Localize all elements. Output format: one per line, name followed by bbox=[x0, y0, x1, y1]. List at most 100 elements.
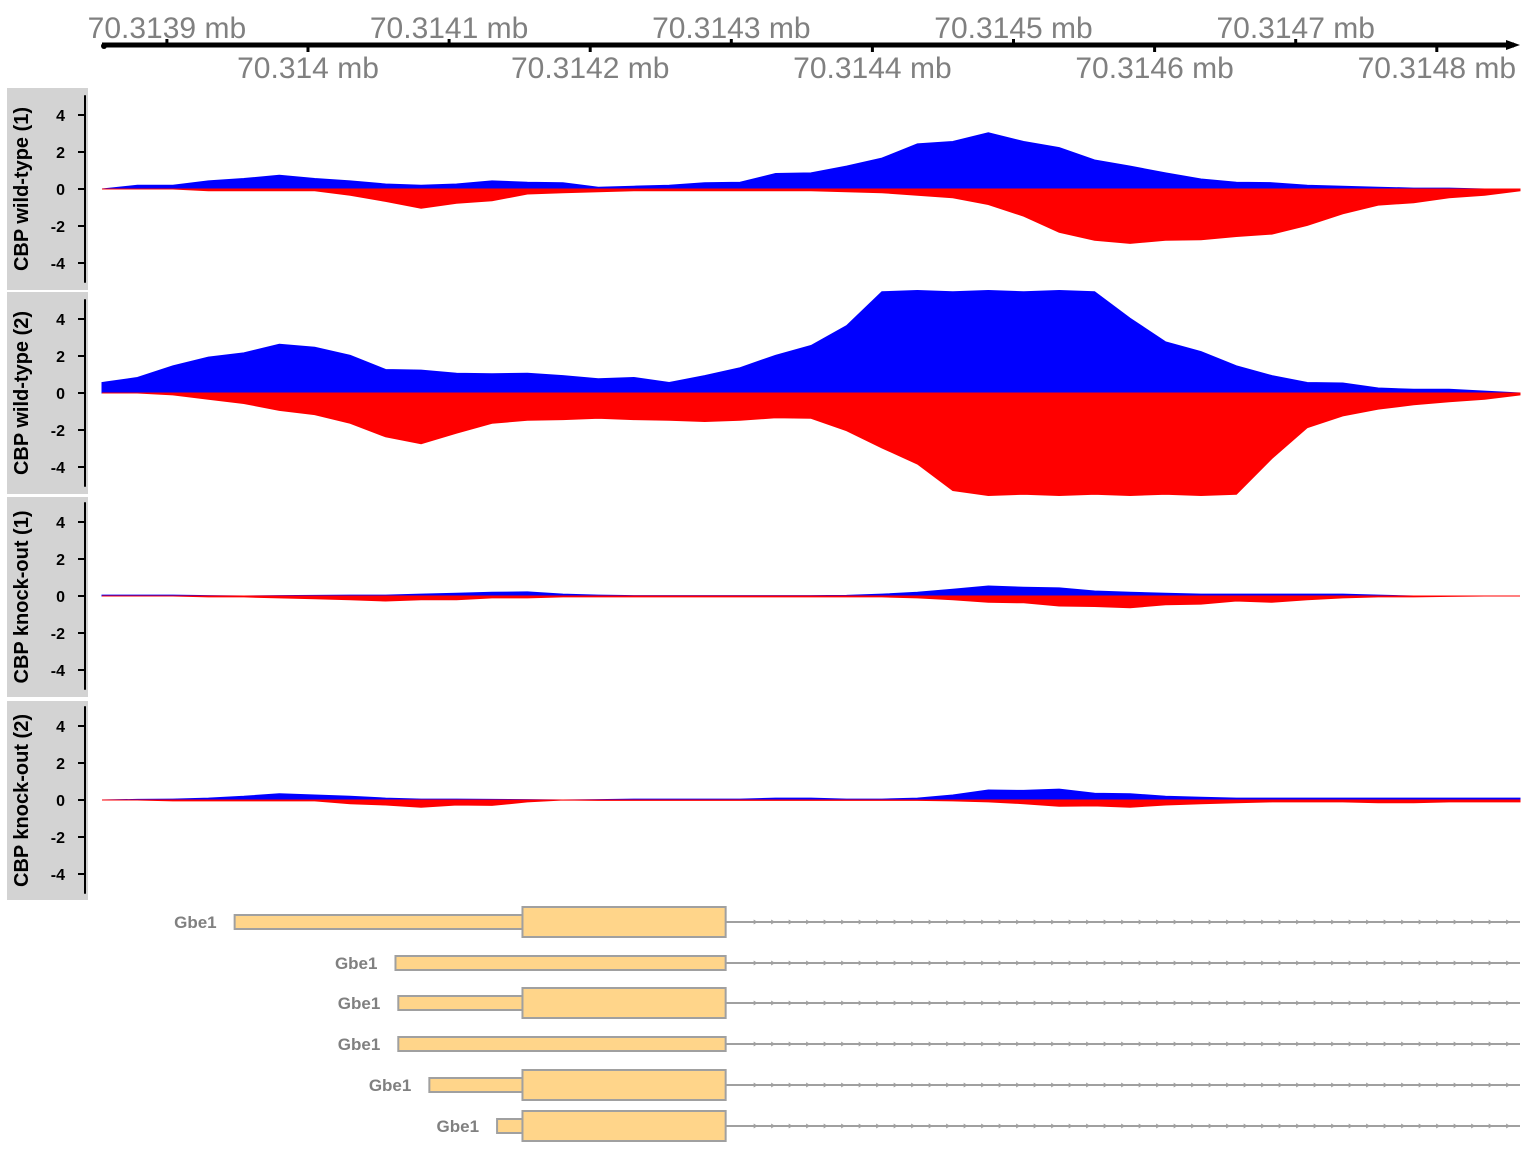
strand-arrow-icon bbox=[1051, 960, 1056, 966]
strand-arrow-icon bbox=[858, 1123, 863, 1129]
strand-arrow-icon bbox=[1191, 1000, 1196, 1006]
strand-arrow-icon bbox=[1226, 1123, 1231, 1129]
strand-arrow-icon bbox=[946, 1082, 951, 1088]
strand-arrow-icon bbox=[1016, 1082, 1021, 1088]
strand-arrow-icon bbox=[1156, 960, 1161, 966]
strand-arrow-icon bbox=[1471, 960, 1476, 966]
strand-arrow-icon bbox=[1086, 1000, 1091, 1006]
strand-arrow-icon bbox=[946, 960, 951, 966]
strand-arrow-icon bbox=[1261, 919, 1266, 925]
strand-arrow-icon bbox=[1313, 1041, 1318, 1047]
strand-arrow-icon bbox=[806, 960, 811, 966]
coding-exon bbox=[521, 1069, 727, 1101]
strand-arrow-icon bbox=[1401, 919, 1406, 925]
strand-arrow-icon bbox=[1436, 1000, 1441, 1006]
strand-arrow-icon bbox=[1278, 1123, 1283, 1129]
strand-arrow-icon bbox=[1243, 1123, 1248, 1129]
strand-arrow-icon bbox=[1348, 1041, 1353, 1047]
strand-arrow-icon bbox=[1296, 919, 1301, 925]
y-tick-label: 4 bbox=[56, 312, 65, 329]
strand-arrow-icon bbox=[1401, 1123, 1406, 1129]
strand-arrow-icon bbox=[1156, 1082, 1161, 1088]
strand-arrow-icon bbox=[806, 1041, 811, 1047]
transcript-2: Gbe1 bbox=[335, 954, 1520, 973]
strand-arrow-icon bbox=[1366, 1000, 1371, 1006]
strand-arrow-icon bbox=[1436, 960, 1441, 966]
y-tick-label: 4 bbox=[56, 719, 65, 736]
strand-arrow-icon bbox=[1331, 1000, 1336, 1006]
strand-arrow-icon bbox=[771, 1041, 776, 1047]
axis-tick-label: 70.3142 mb bbox=[511, 52, 669, 85]
transcript-6: Gbe1 bbox=[437, 1110, 1520, 1142]
track-title: CBP knock-out (2) bbox=[11, 714, 33, 887]
strand-arrow-icon bbox=[1033, 1041, 1038, 1047]
strand-arrow-icon bbox=[1418, 919, 1423, 925]
strand-arrow-icon bbox=[1453, 919, 1458, 925]
strand-arrow-icon bbox=[1401, 1000, 1406, 1006]
strand-arrow-icon bbox=[1121, 1082, 1126, 1088]
strand-arrow-icon bbox=[1086, 1041, 1091, 1047]
strand-arrow-icon bbox=[1506, 919, 1511, 925]
strand-arrow-icon bbox=[1068, 1082, 1073, 1088]
strand-arrow-icon bbox=[1208, 1041, 1213, 1047]
axis-tick-label: 70.3148 mb bbox=[1358, 52, 1516, 85]
strand-arrow-icon bbox=[1103, 1082, 1108, 1088]
strand-arrow-icon bbox=[1313, 1082, 1318, 1088]
utr-exon bbox=[233, 914, 524, 930]
strand-arrow-icon bbox=[753, 960, 758, 966]
strand-arrow-icon bbox=[1506, 1041, 1511, 1047]
strand-arrow-icon bbox=[1208, 960, 1213, 966]
strand-arrow-icon bbox=[841, 1082, 846, 1088]
strand-arrow-icon bbox=[1033, 960, 1038, 966]
track-title-panel bbox=[7, 701, 88, 900]
strand-arrow-icon bbox=[1016, 960, 1021, 966]
strand-arrow-icon bbox=[893, 1082, 898, 1088]
strand-arrow-icon bbox=[1156, 919, 1161, 925]
gene-region-track: Gbe1 Gbe1 Gbe1 Gbe1 Gbe1 Gbe1 bbox=[174, 906, 1520, 1142]
coding-exon bbox=[521, 906, 727, 938]
strand-arrow-icon bbox=[753, 1082, 758, 1088]
strand-arrow-icon bbox=[946, 919, 951, 925]
strand-arrow-icon bbox=[1278, 1000, 1283, 1006]
strand-arrow-icon bbox=[771, 919, 776, 925]
strand-arrow-icon bbox=[841, 960, 846, 966]
y-tick-label: 0 bbox=[56, 793, 65, 810]
strand-arrow-icon bbox=[1418, 1082, 1423, 1088]
strand-arrow-icon bbox=[1418, 1041, 1423, 1047]
strand-arrow-icon bbox=[1033, 919, 1038, 925]
strand-arrow-icon bbox=[893, 919, 898, 925]
track-title-panel bbox=[7, 497, 88, 697]
track-2: CBP wild-type (2) 4 2 0 -2 -4 bbox=[7, 289, 1521, 497]
strand-arrow-icon bbox=[981, 1123, 986, 1129]
strand-arrow-icon bbox=[1401, 960, 1406, 966]
positive-strand-coverage bbox=[101, 788, 1521, 801]
negative-strand-coverage bbox=[102, 595, 1520, 609]
axis-start-cap bbox=[101, 43, 107, 49]
strand-arrow-icon bbox=[1506, 1123, 1511, 1129]
strand-arrow-icon bbox=[1383, 1000, 1388, 1006]
strand-arrow-icon bbox=[1348, 919, 1353, 925]
axis-tick-label: 70.3147 mb bbox=[1216, 12, 1374, 45]
strand-arrow-icon bbox=[998, 1000, 1003, 1006]
strand-arrow-icon bbox=[1313, 960, 1318, 966]
strand-arrow-icon bbox=[771, 1000, 776, 1006]
strand-arrow-icon bbox=[1208, 1123, 1213, 1129]
strand-arrow-icon bbox=[823, 1041, 828, 1047]
strand-arrow-icon bbox=[1296, 1000, 1301, 1006]
strand-arrow-icon bbox=[1191, 1041, 1196, 1047]
strand-arrow-icon bbox=[1191, 1123, 1196, 1129]
strand-arrow-icon bbox=[1366, 919, 1371, 925]
strand-arrow-icon bbox=[1278, 1041, 1283, 1047]
strand-arrow-icon bbox=[753, 1000, 758, 1006]
strand-arrow-icon bbox=[1051, 1000, 1056, 1006]
strand-arrow-icon bbox=[1488, 1041, 1493, 1047]
strand-arrow-icon bbox=[1436, 1041, 1441, 1047]
strand-arrow-icon bbox=[1138, 1123, 1143, 1129]
strand-arrow-icon bbox=[1418, 1000, 1423, 1006]
track-title-panel bbox=[7, 88, 88, 290]
strand-arrow-icon bbox=[928, 1123, 933, 1129]
utr-exon bbox=[397, 1036, 727, 1052]
strand-arrow-icon bbox=[788, 960, 793, 966]
strand-arrow-icon bbox=[1348, 1000, 1353, 1006]
